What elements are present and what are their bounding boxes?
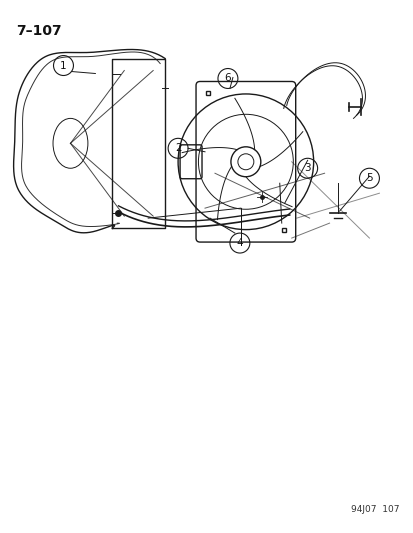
- Text: 7–107: 7–107: [16, 23, 61, 38]
- Text: 6: 6: [224, 74, 231, 84]
- Text: 94J07  107: 94J07 107: [350, 505, 399, 514]
- Text: 4: 4: [236, 238, 242, 248]
- Text: 5: 5: [365, 173, 372, 183]
- Text: 1: 1: [60, 61, 66, 70]
- Text: 2: 2: [174, 143, 181, 154]
- Text: 3: 3: [304, 163, 310, 173]
